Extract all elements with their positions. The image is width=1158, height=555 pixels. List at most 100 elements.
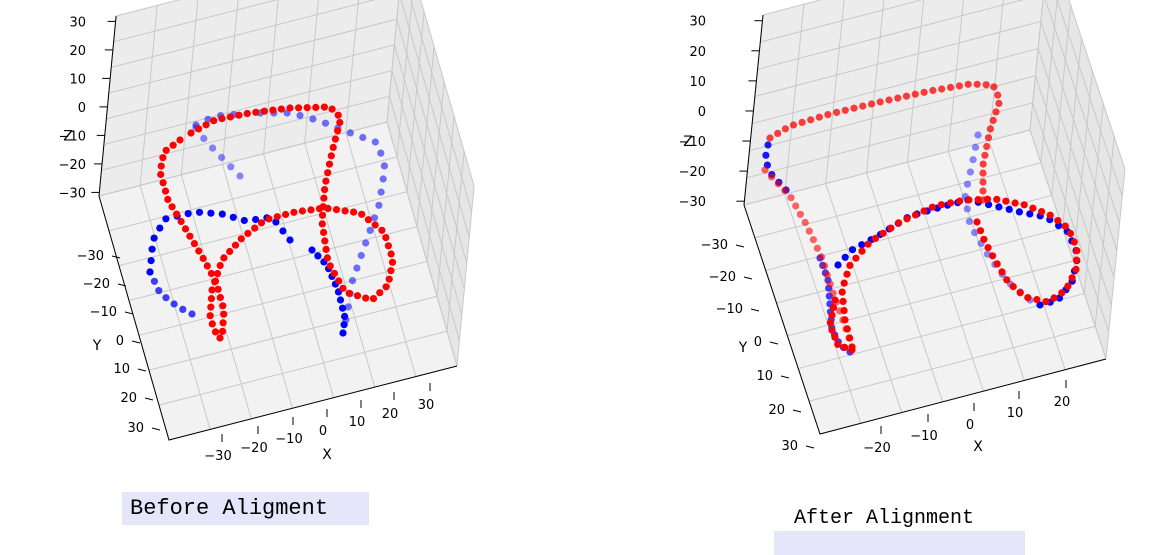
floor-grid-line xyxy=(825,183,903,413)
blue-point xyxy=(380,162,388,170)
z-tick-label: −30 xyxy=(679,195,706,210)
red-point xyxy=(219,302,227,310)
red-point xyxy=(995,99,1003,107)
red-point xyxy=(761,166,769,174)
wall-grid-line xyxy=(760,0,923,43)
blue-point xyxy=(296,111,304,120)
red-point xyxy=(1003,276,1011,284)
red-point xyxy=(207,269,215,278)
blue-point xyxy=(366,226,374,234)
red-point xyxy=(834,340,842,348)
blue-point xyxy=(200,134,208,142)
y-tick-mark xyxy=(792,409,802,413)
red-point xyxy=(385,275,393,283)
y-tick-mark xyxy=(769,341,779,345)
x-tick-label: 0 xyxy=(319,424,327,439)
y-tick-label: −30 xyxy=(77,249,104,264)
red-point xyxy=(823,271,831,279)
red-point xyxy=(829,289,837,297)
y-tick-label: 0 xyxy=(116,334,124,349)
red-point xyxy=(326,262,334,270)
red-point xyxy=(947,83,955,91)
red-point xyxy=(216,261,224,270)
red-point xyxy=(1038,208,1046,216)
wall-grid-line xyxy=(746,102,1033,179)
red-point xyxy=(887,224,895,232)
red-point xyxy=(809,236,818,244)
red-point xyxy=(335,277,343,285)
blue-point xyxy=(162,294,170,302)
wall-grid-line xyxy=(1068,0,1126,170)
y-tick-label: 30 xyxy=(127,421,144,436)
blue-point xyxy=(762,151,770,159)
red-point xyxy=(1064,282,1072,290)
red-point xyxy=(903,215,911,223)
red-point xyxy=(1016,289,1024,297)
y-tick-label: 20 xyxy=(768,403,785,418)
red-point xyxy=(956,197,964,205)
red-point xyxy=(315,205,324,213)
wall-grid-line xyxy=(106,44,395,120)
wall-grid-line xyxy=(115,0,181,17)
floor-grid-line xyxy=(765,194,1052,271)
y-tick-mark xyxy=(743,276,753,280)
red-point xyxy=(979,178,987,186)
red-point xyxy=(207,303,215,311)
blue-point xyxy=(209,144,217,152)
wall-grid-line xyxy=(103,70,393,146)
z-tick-label: 0 xyxy=(78,101,86,116)
wall-grid-line xyxy=(400,0,470,238)
red-point xyxy=(843,270,851,278)
y-tick-mark xyxy=(735,244,745,248)
red-point xyxy=(929,86,937,95)
blue-point xyxy=(218,153,226,162)
red-point xyxy=(282,210,290,219)
blue-point xyxy=(188,310,196,318)
blue-point xyxy=(841,253,849,261)
red-point xyxy=(1011,199,1019,207)
wall-grid-line xyxy=(866,0,885,173)
wall-grid-line xyxy=(752,48,1039,125)
red-point xyxy=(986,125,995,133)
floor-grid-line xyxy=(988,140,1066,370)
red-point xyxy=(382,283,390,291)
blue-point xyxy=(963,180,972,188)
red-point xyxy=(848,346,856,354)
red-point xyxy=(983,195,992,203)
red-point xyxy=(371,221,379,229)
wall-grid-line xyxy=(345,0,359,133)
floor-grid-line xyxy=(947,151,1025,381)
wall-grid-line xyxy=(221,0,239,165)
red-point xyxy=(252,108,260,116)
blue-point xyxy=(359,133,367,142)
red-point xyxy=(364,216,372,224)
blue-point xyxy=(963,205,971,213)
red-point xyxy=(831,296,839,304)
red-point xyxy=(295,104,303,112)
red-point xyxy=(251,224,259,232)
red-point xyxy=(781,187,789,195)
y-tick-label: −20 xyxy=(709,270,736,285)
red-point xyxy=(979,169,987,177)
caption-after-alignment: After Alignment xyxy=(794,507,975,530)
red-point xyxy=(885,96,893,104)
blue-point xyxy=(971,143,980,151)
red-point xyxy=(322,177,330,185)
red-point xyxy=(1072,256,1081,264)
y-tick-label: 0 xyxy=(754,335,762,350)
red-point xyxy=(286,104,294,112)
red-point xyxy=(353,292,362,300)
blue-point xyxy=(204,115,212,123)
red-point xyxy=(982,81,990,89)
wall-grid-line xyxy=(111,0,376,68)
red-point xyxy=(187,129,195,137)
red-point xyxy=(828,311,836,319)
red-point xyxy=(1002,197,1010,205)
wall-grid-line xyxy=(98,121,388,197)
red-point xyxy=(774,180,782,188)
floor-grid-line xyxy=(866,172,944,403)
z-tick-label: −20 xyxy=(679,165,706,180)
red-point xyxy=(231,241,240,249)
x-tick-label: 10 xyxy=(1007,406,1024,421)
blue-point xyxy=(156,224,164,232)
